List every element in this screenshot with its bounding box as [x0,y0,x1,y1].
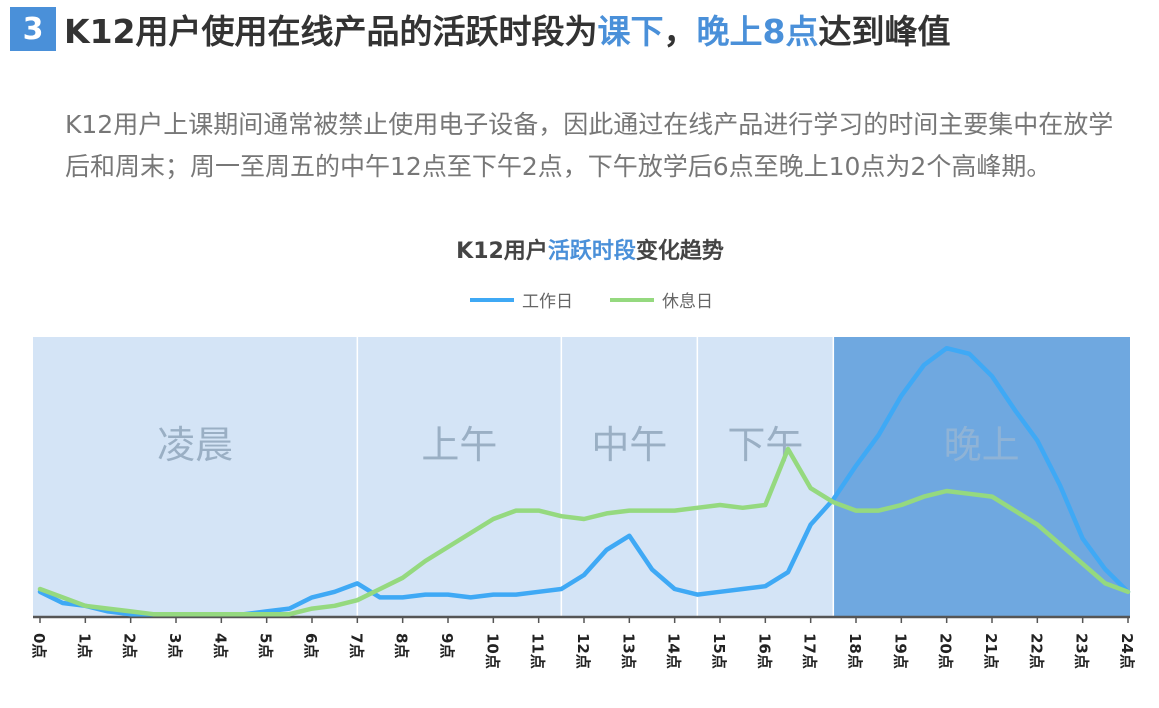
x-tick-label: 11点 [529,633,547,669]
title-segment: 课下 [597,12,664,51]
badge: 3 [10,7,56,51]
band [357,337,562,617]
paragraph: K12用户上课期间通常被禁止使用电子设备，因此通过在线产品进行学习的时间主要集中… [65,110,1114,181]
x-tick-label: 17点 [801,633,819,669]
x-tick-label: 6点 [302,633,320,658]
x-tick-label: 2点 [121,633,139,658]
band-label: 中午 [591,423,667,467]
x-tick-label: 22点 [1027,633,1045,669]
x-tick-label: 3点 [166,633,184,658]
band [33,337,358,617]
title-segment: K12用户使用在线产品的活跃时段为 [64,12,598,51]
x-tick-label: 5点 [257,633,275,658]
x-tick-label: 4点 [211,633,229,658]
legend-label: 工作日 [522,292,573,312]
band [697,337,834,617]
x-tick-label: 0点 [30,633,48,658]
x-tick-label: 9点 [438,633,456,658]
header: 3 K12用户使用在线产品的活跃时段为课下，晚上8点达到峰值 [10,6,950,52]
x-tick-label: 15点 [710,633,728,669]
band-label: 晚上 [944,423,1020,467]
slide-title: K12用户使用在线产品的活跃时段为课下，晚上8点达到峰值 [64,5,950,53]
band-label: 凌晨 [157,423,233,467]
x-tick-label: 24点 [1118,633,1136,669]
title-segment: 晚上8点 [696,12,819,51]
x-tick-label: 16点 [755,633,773,669]
chart-title-segment: 变化趋势 [636,238,724,264]
legend-label: 休息日 [662,292,713,312]
x-tick-label: 7点 [347,633,365,658]
x-tick-label: 8点 [393,633,411,658]
chart-title-segment: K12用户 [456,238,548,264]
band-label: 上午 [421,423,497,467]
x-tick-label: 14点 [665,633,683,669]
title-segment: 达到峰值 [818,12,951,51]
x-tick-label: 18点 [846,633,864,669]
x-tick-label: 12点 [574,633,592,669]
chart-title-segment: 活跃时段 [548,238,636,264]
x-tick-label: 10点 [483,633,501,669]
band [833,337,1130,617]
x-tick-label: 20点 [937,633,955,669]
series-line [37,446,1131,617]
title-segment: ， [663,12,697,51]
x-tick-label: 1点 [75,633,93,658]
x-tick-label: 23点 [1073,633,1091,669]
x-tick-label: 13点 [619,633,637,669]
x-tick-label: 21点 [982,633,1000,669]
band [561,337,698,617]
band-label: 下午 [727,423,803,467]
chart-title: K12用户活跃时段变化趋势 [456,238,724,264]
x-tick-label: 19点 [891,633,909,669]
